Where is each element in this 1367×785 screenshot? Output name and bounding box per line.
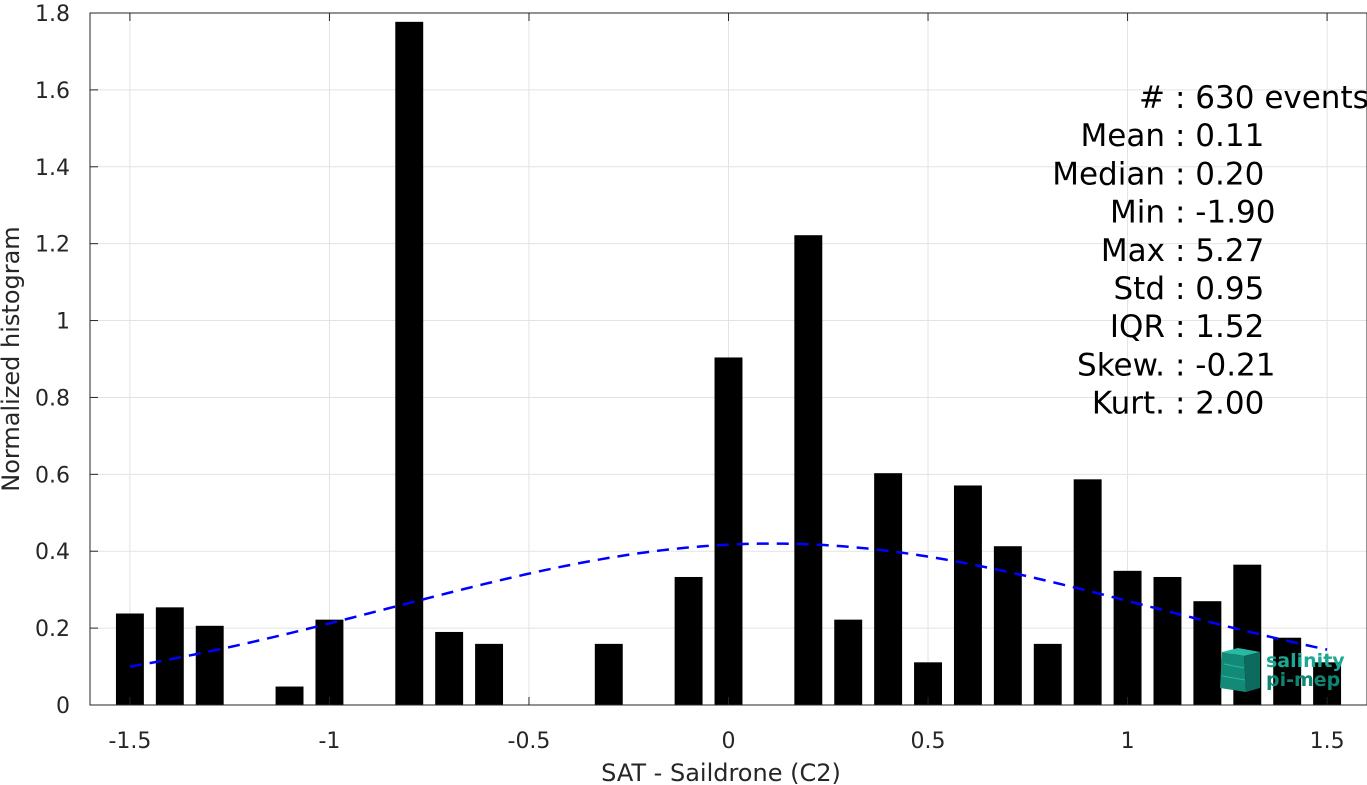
histogram-bar [275,686,304,705]
y-tick-label: 1.8 [35,2,70,27]
stat-value: : -1.90 [1175,195,1276,231]
histogram-bar [1153,576,1182,705]
y-tick-label: 0.2 [35,617,70,642]
stat-value: : 2.00 [1175,386,1264,422]
y-axis-ticks: 0 0.2 0.4 0.6 0.8 1 1.2 1.4 1.6 1.8 [35,2,98,719]
y-tick-label: 0.8 [35,386,70,411]
histogram-bar [834,619,863,705]
gaussian-fit-curve [129,542,1328,668]
y-axis-label: Normalized histogram [0,226,25,491]
stat-label: IQR [1110,309,1165,345]
histogram-bar [475,643,504,705]
salinity-pi-mep-logo: salinity pi-mep [1220,648,1345,692]
stat-value: : 0.95 [1175,271,1264,307]
stat-value: : 630 events [1175,80,1367,116]
histogram-bar [315,619,344,705]
x-tick-label: 0.5 [911,729,946,754]
histogram-bar [155,607,184,705]
x-tick-label: -1 [318,729,340,754]
x-tick-label: 1 [1121,729,1135,754]
histogram-bar [674,576,703,705]
stat-label: # [1139,80,1165,116]
y-tick-label: 0.6 [35,463,70,488]
x-tick-label: -1.5 [108,729,151,754]
stat-label: Skew. [1077,347,1165,383]
cube-icon [1220,648,1260,692]
logo-text-pi-mep: pi-mep [1266,669,1340,691]
y-tick-label: 0.4 [35,540,70,565]
stat-label: Kurt. [1092,386,1165,422]
y-tick-label: 1.4 [35,156,70,181]
stat-value: : 5.27 [1175,233,1264,269]
y-tick-label: 1.2 [35,233,70,258]
histogram-bar [115,613,144,705]
histogram-bar [1273,637,1302,705]
histogram-bar [714,357,743,705]
x-tick-label: -0.5 [508,729,551,754]
stat-value: : 1.52 [1175,309,1264,345]
logo-text-salinity: salinity [1266,650,1345,672]
histogram-bar [953,485,982,705]
x-tick-label: 1.5 [1310,729,1345,754]
histogram-bar [395,21,424,705]
stat-label: Min [1110,195,1165,231]
histogram-bar [794,235,823,705]
x-tick-label: 0 [722,729,736,754]
histogram-bar [1193,601,1222,705]
histogram-bar [195,625,224,705]
histogram-bar [594,643,623,705]
histogram-bar [874,473,903,705]
x-axis-ticks: -1.5 -1 -0.5 0 0.5 1 1.5 [108,13,1345,754]
stat-label: Median [1052,156,1165,192]
statistics-annotation: # : 630 events Mean : 0.11 Median : 0.20 Min:… [1052,80,1367,422]
y-tick-label: 0 [56,694,70,719]
histogram-bar [1033,643,1062,705]
histogram-bar [1113,570,1142,705]
stat-label: Mean [1081,118,1165,154]
y-tick-label: 1 [56,310,70,335]
stat-label: Max [1101,233,1165,269]
stat-value: : 0.11 [1175,118,1264,154]
stat-value: : 0.20 [1175,156,1264,192]
histogram-bar [435,631,464,705]
y-tick-label: 1.6 [35,79,70,104]
stat-value: : -0.21 [1175,347,1276,383]
x-axis-label: SAT - Saildrone (C2) [601,759,841,785]
stat-label: Std [1113,271,1165,307]
